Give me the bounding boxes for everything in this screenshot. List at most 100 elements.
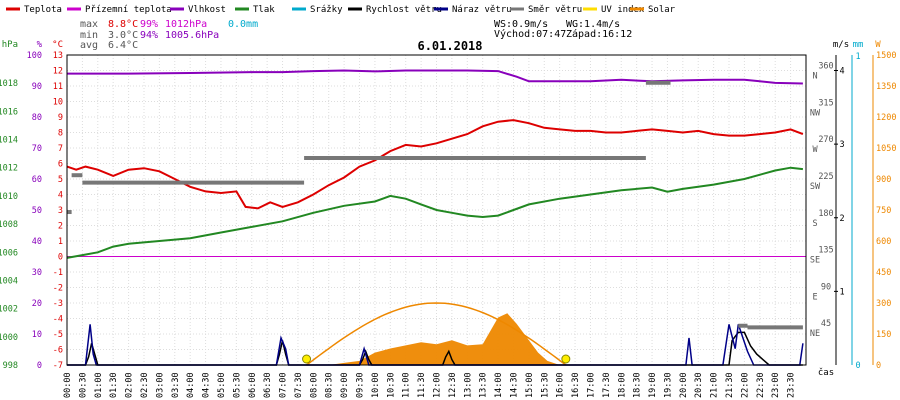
chart-title: 6.01.2018: [417, 39, 482, 53]
axis-tick-degc: -2: [53, 284, 63, 294]
axis-tick-pct: 40: [32, 237, 42, 247]
axis-tick-degc: 1: [58, 237, 63, 247]
x-tick-label: 15:30: [540, 372, 550, 398]
axis-tick-mm: 0: [855, 361, 860, 371]
x-tick-label: 17:00: [587, 372, 597, 398]
axis-tick-degc: -6: [53, 346, 63, 356]
sunrise-time: Východ:07:47: [494, 28, 566, 40]
axis-tick-dir-name: E: [812, 292, 817, 302]
x-tick-label: 05:30: [232, 372, 242, 398]
stats-max-label: max: [80, 19, 98, 30]
axis-tick-degc: 0: [58, 253, 63, 263]
axis-tick-w: 1200: [876, 113, 896, 123]
wind-direction-series: [67, 80, 803, 330]
axis-tick-hpa: 1014: [0, 136, 18, 146]
x-tick-label: 00:00: [63, 372, 73, 398]
axis-tick-hpa: 998: [3, 361, 18, 371]
axis-tick-pct: 60: [32, 175, 42, 185]
axis-tick-dir-name: SE: [810, 256, 820, 266]
axis-tick-hpa: 1016: [0, 107, 18, 117]
solar-series: [302, 302, 571, 366]
x-tick-label: 02:30: [140, 372, 150, 398]
axis-label-hpa: hPa: [2, 40, 18, 50]
axis-tick-degc: 2: [58, 222, 63, 232]
legend-item-label: Přízemní teplota: [85, 5, 172, 15]
x-tick-label: 13:30: [479, 372, 489, 398]
plot-frame: [66, 54, 807, 366]
axis-tick-hpa: 1018: [0, 79, 18, 89]
axis-tick-dir: 135: [818, 246, 833, 256]
x-tick-label: 22:30: [756, 372, 766, 398]
axis-tick-w: 900: [876, 175, 891, 185]
x-tick-label: 02:00: [125, 372, 135, 398]
legend-item-label: Tlak: [253, 5, 275, 15]
stats-avg-temp: 6.4°C: [108, 40, 138, 51]
stats-max-hum: 99%: [140, 19, 158, 30]
axis-label-ms: m/s: [833, 40, 849, 50]
axis-tick-degc: -1: [53, 268, 63, 278]
x-tick-label: 11:00: [402, 372, 412, 398]
axis-tick-dir: 270: [818, 135, 833, 145]
x-tick-label: 03:30: [171, 372, 181, 398]
x-tick-label: 19:30: [663, 372, 673, 398]
axis-tick-hpa: 1000: [0, 333, 18, 343]
axes: hPa9981000100210041006100810101012101410…: [0, 40, 896, 371]
stats-max-press: 1012hPa: [165, 19, 207, 30]
axis-label-w: W: [875, 40, 881, 50]
axis-tick-w: 750: [876, 206, 891, 216]
x-tick-label: 14:30: [510, 372, 520, 398]
axis-tick-pct: 90: [32, 82, 42, 92]
x-tick-label: 21:30: [725, 372, 735, 398]
x-tick-label: 10:30: [386, 372, 396, 398]
series-line-rychlost-v-tru: [67, 331, 803, 366]
x-tick-label: 16:00: [556, 372, 566, 398]
stats-avg-label: avg: [80, 40, 98, 51]
x-tick-label: 19:00: [648, 372, 658, 398]
axis-tick-degc: 3: [58, 206, 63, 216]
x-tick-label: 22:00: [740, 372, 750, 398]
x-tick-label: 05:00: [217, 372, 227, 398]
axis-tick-degc: 6: [58, 160, 63, 170]
legend-item-label: UV index: [601, 5, 645, 15]
x-axis-ticks: 00:00 00:30 01:00 01:30 02:00 02:30 03:00 03:30…: [63, 372, 797, 398]
axis-tick-hpa: 1002: [0, 305, 18, 315]
series-lines: [66, 69, 804, 366]
x-tick-label: 21:00: [710, 372, 720, 398]
x-tick-label: 01:00: [94, 372, 104, 398]
stats-block: max 8.8°C 99% 1012hPa 0.0mm min 3.0°C 94…: [80, 19, 632, 51]
axis-tick-dir: 45: [821, 319, 831, 329]
x-tick-label: 07:30: [294, 372, 304, 398]
axis-tick-degc: -5: [53, 330, 63, 340]
axis-tick-w: 1050: [876, 144, 896, 154]
axis-tick-dir: 315: [818, 98, 833, 108]
series-line-vlhkost: [67, 69, 803, 85]
axis-tick-dir: 360: [818, 62, 833, 72]
stats-min-label: min: [80, 30, 98, 41]
axis-tick-degc: 9: [58, 113, 63, 123]
x-tick-label: 15:00: [525, 372, 535, 398]
legend-item-label: Směr větru: [528, 5, 582, 15]
axis-tick-pct: 0: [37, 361, 42, 371]
stats-max-temp: 8.8°C: [108, 19, 138, 30]
x-tick-label: 18:30: [633, 372, 643, 398]
axis-tick-pct: 100: [27, 51, 42, 61]
x-tick-label: 14:00: [494, 372, 504, 398]
axis-tick-degc: -7: [53, 361, 63, 371]
axis-tick-w: 0: [876, 361, 881, 371]
legend-item-label: Náraz větru: [452, 5, 512, 15]
axis-label-pct: %: [37, 40, 43, 50]
x-tick-label: 06:00: [248, 372, 258, 398]
axis-tick-dir: 180: [818, 209, 833, 219]
x-tick-label: 10:00: [371, 372, 381, 398]
axis-tick-dir-name: N: [812, 72, 817, 82]
x-tick-label: 00:30: [78, 372, 88, 398]
axis-tick-w: 150: [876, 330, 891, 340]
axis-label-mm: mm: [853, 40, 864, 50]
x-tick-label: 04:30: [202, 372, 212, 398]
sunset-marker: [561, 354, 571, 364]
axis-tick-w: 600: [876, 237, 891, 247]
axis-label-degc: °C: [52, 40, 63, 50]
wind-gust-summary: WG:1.4m/s: [566, 19, 620, 30]
x-tick-label: 23:00: [771, 372, 781, 398]
